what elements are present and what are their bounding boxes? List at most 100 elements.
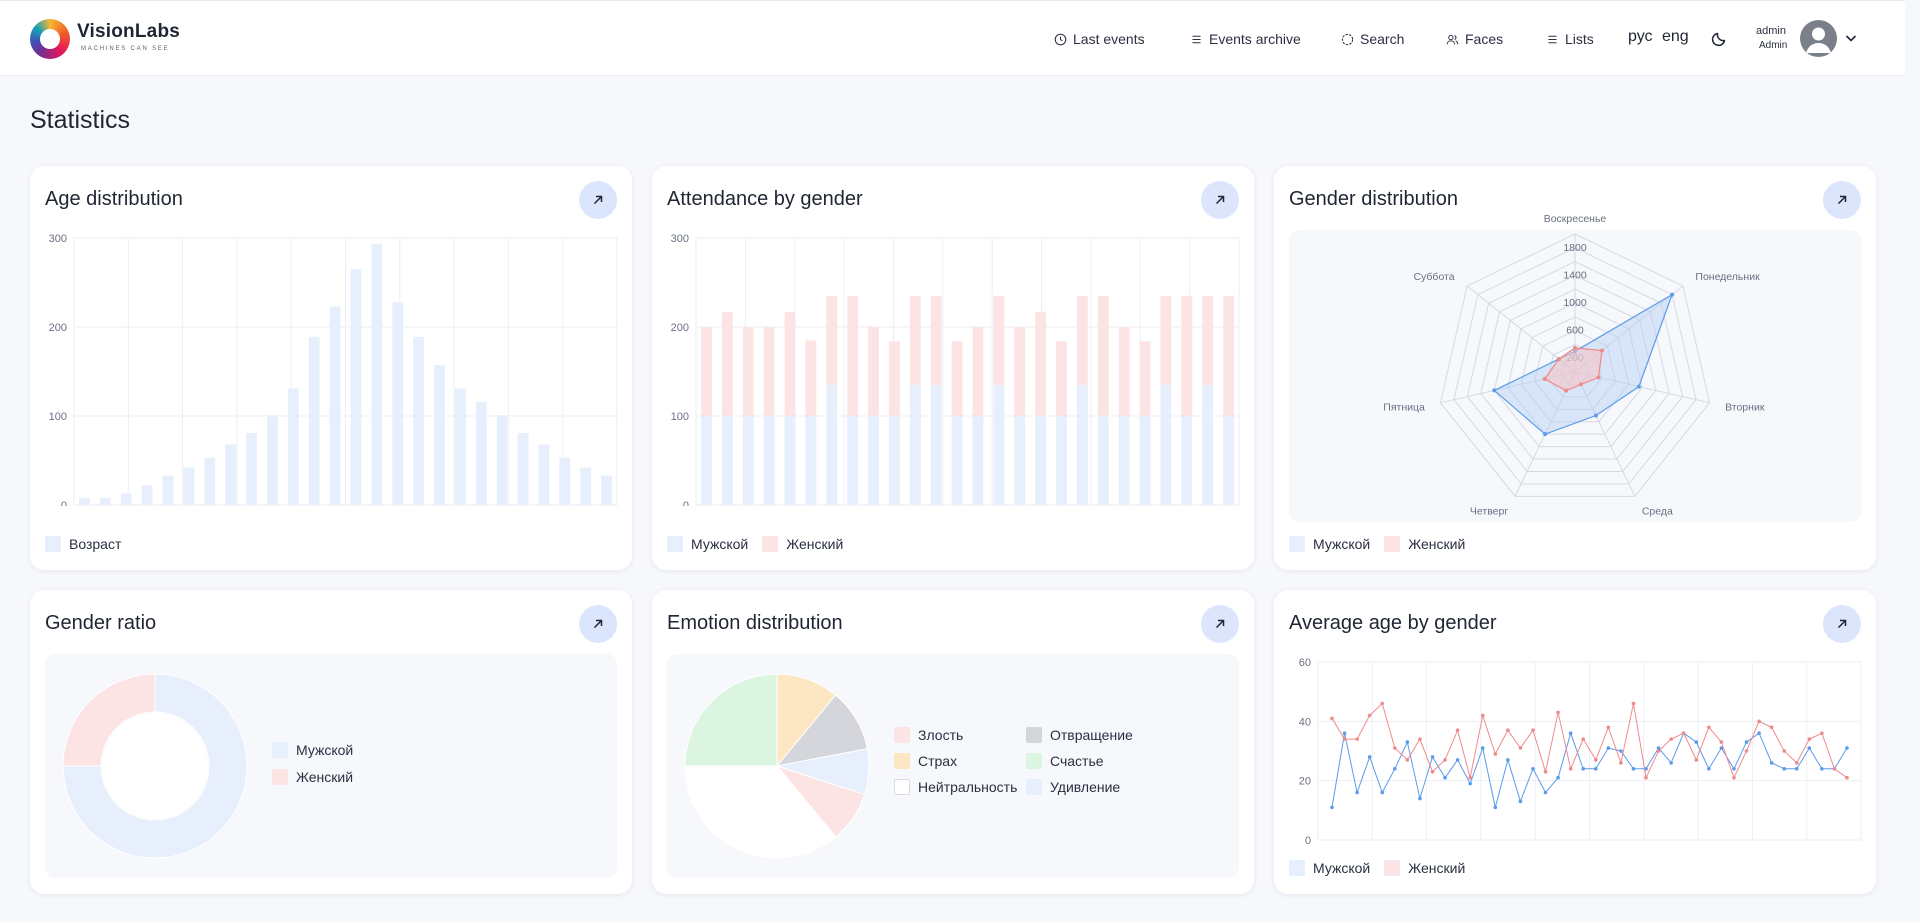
- open-chart-button[interactable]: [579, 181, 617, 219]
- line-point: [1430, 769, 1435, 774]
- arrow-up-right-icon: [1215, 195, 1225, 205]
- legend-item-male[interactable]: Мужской: [667, 536, 748, 552]
- bar-male-17.10: [1035, 416, 1047, 505]
- legend-item-fear[interactable]: Страх: [894, 753, 1026, 769]
- bar-female-17.10: [1035, 311, 1047, 416]
- pie-slice-Счастье: [684, 673, 778, 767]
- bar-male-10.10: [888, 416, 900, 505]
- legend-item-male[interactable]: Мужской: [1289, 536, 1370, 552]
- chart-legend: Мужской Женский: [1289, 536, 1465, 552]
- bar-female-22.10: [1139, 341, 1151, 416]
- y-tick-label: 100: [671, 411, 689, 423]
- bar-male-07.10: [826, 384, 838, 505]
- radar-tick-label: 1800: [1563, 242, 1587, 254]
- legend-item-male[interactable]: Мужской: [1289, 860, 1370, 876]
- legend-swatch: [1026, 753, 1042, 769]
- avatar[interactable]: [1800, 20, 1837, 57]
- bar-female-07.10: [826, 295, 838, 385]
- bar-female-12.10: [930, 295, 942, 385]
- line-point: [1845, 746, 1849, 750]
- open-chart-button[interactable]: [1201, 181, 1239, 219]
- legend-item-male[interactable]: Мужской: [272, 742, 353, 758]
- nav-events-archive-label: Events archive: [1209, 31, 1301, 47]
- legend-swatch: [894, 753, 910, 769]
- open-chart-button[interactable]: [579, 605, 617, 643]
- legend-item-anger[interactable]: Злость: [894, 727, 1026, 743]
- legend-item-neutral[interactable]: Нейтральность: [894, 779, 1026, 795]
- line-point: [1807, 737, 1812, 741]
- line-point: [1468, 775, 1472, 780]
- legend-item-female[interactable]: Женский: [1384, 860, 1465, 876]
- legend-swatch: [1026, 727, 1042, 743]
- legend-label: Счастье: [1050, 753, 1104, 769]
- line-point: [1631, 767, 1636, 771]
- bar-female-03.10: [742, 327, 754, 416]
- legend-item-female[interactable]: Женский: [1384, 536, 1465, 552]
- nav-lists[interactable]: Lists: [1546, 29, 1594, 49]
- bar-male-08.10: [847, 416, 859, 505]
- radar-point: [1564, 388, 1569, 393]
- chart-legend: Мужской Женский: [272, 742, 353, 785]
- line-point: [1430, 755, 1435, 759]
- open-chart-button[interactable]: [1823, 605, 1861, 643]
- nav-search[interactable]: Search: [1341, 29, 1404, 49]
- line-point: [1581, 767, 1586, 771]
- bar-24: [120, 493, 132, 505]
- legend-label: Женский: [1408, 860, 1466, 876]
- line-series-male: [1331, 731, 1848, 808]
- chevron-down-icon[interactable]: [1844, 31, 1858, 45]
- line-point: [1405, 740, 1410, 744]
- open-chart-button[interactable]: [1201, 605, 1239, 643]
- radar-point: [1556, 357, 1561, 362]
- radar-spoke: [1574, 371, 1636, 497]
- search-circle-icon: [1341, 33, 1354, 45]
- brand-name: VisionLabs: [77, 21, 181, 42]
- lang-en-button[interactable]: eng: [1662, 28, 1689, 45]
- line-point: [1455, 758, 1460, 762]
- line-point: [1669, 737, 1673, 741]
- radar-point: [1578, 382, 1583, 387]
- legend-item-female[interactable]: Женский: [762, 536, 843, 552]
- legend-item-age[interactable]: Возраст: [45, 536, 121, 552]
- nav-faces[interactable]: Faces: [1446, 29, 1503, 49]
- line-point: [1355, 790, 1359, 795]
- radar-axis-label: Среда: [1642, 506, 1673, 518]
- chart-legend: Злость Отвращение Страх Счастье Нейтраль…: [894, 727, 1146, 795]
- bar-male-02.10: [721, 416, 733, 505]
- legend-item-disgust[interactable]: Отвращение: [1026, 727, 1146, 743]
- bar-female-11.10: [909, 295, 921, 385]
- faces-icon: [1446, 34, 1459, 44]
- lang-ru-button[interactable]: рус: [1628, 28, 1653, 45]
- bar-female-16.10: [1014, 327, 1026, 416]
- radar-grid-ring: [1534, 330, 1616, 410]
- line-point: [1330, 716, 1334, 721]
- line-point: [1568, 767, 1573, 771]
- open-chart-button[interactable]: [1823, 181, 1861, 219]
- visionlabs-logo[interactable]: [30, 19, 70, 59]
- bar-female-15.10: [993, 295, 1005, 385]
- nav-last-events[interactable]: Last events: [1054, 29, 1145, 49]
- bar-28: [204, 457, 216, 505]
- bar-female-10.10: [888, 341, 900, 416]
- legend-item-surprise[interactable]: Удивление: [1026, 779, 1146, 795]
- card-title: Age distribution: [45, 188, 183, 210]
- list-icon: [1192, 35, 1201, 43]
- bar-male-25.10: [1202, 384, 1214, 505]
- line-point: [1455, 728, 1460, 733]
- nav-events-archive[interactable]: Events archive: [1190, 29, 1301, 49]
- line-point: [1367, 713, 1372, 718]
- bar-33: [308, 336, 320, 505]
- nav-last-events-label: Last events: [1073, 31, 1145, 47]
- moon-icon[interactable]: [1711, 29, 1729, 47]
- card-title: Attendance by gender: [667, 188, 863, 210]
- legend-item-female[interactable]: Женский: [272, 769, 353, 785]
- y-tick-label: 200: [671, 322, 689, 334]
- line-point: [1694, 740, 1699, 744]
- y-tick-label: 0: [683, 500, 689, 506]
- y-tick-label: 200: [49, 322, 67, 334]
- line-point: [1468, 781, 1472, 786]
- scrollbar-track[interactable]: [1905, 0, 1920, 922]
- bar-42: [496, 415, 508, 505]
- line-point: [1493, 752, 1498, 756]
- legend-item-happiness[interactable]: Счастье: [1026, 753, 1146, 769]
